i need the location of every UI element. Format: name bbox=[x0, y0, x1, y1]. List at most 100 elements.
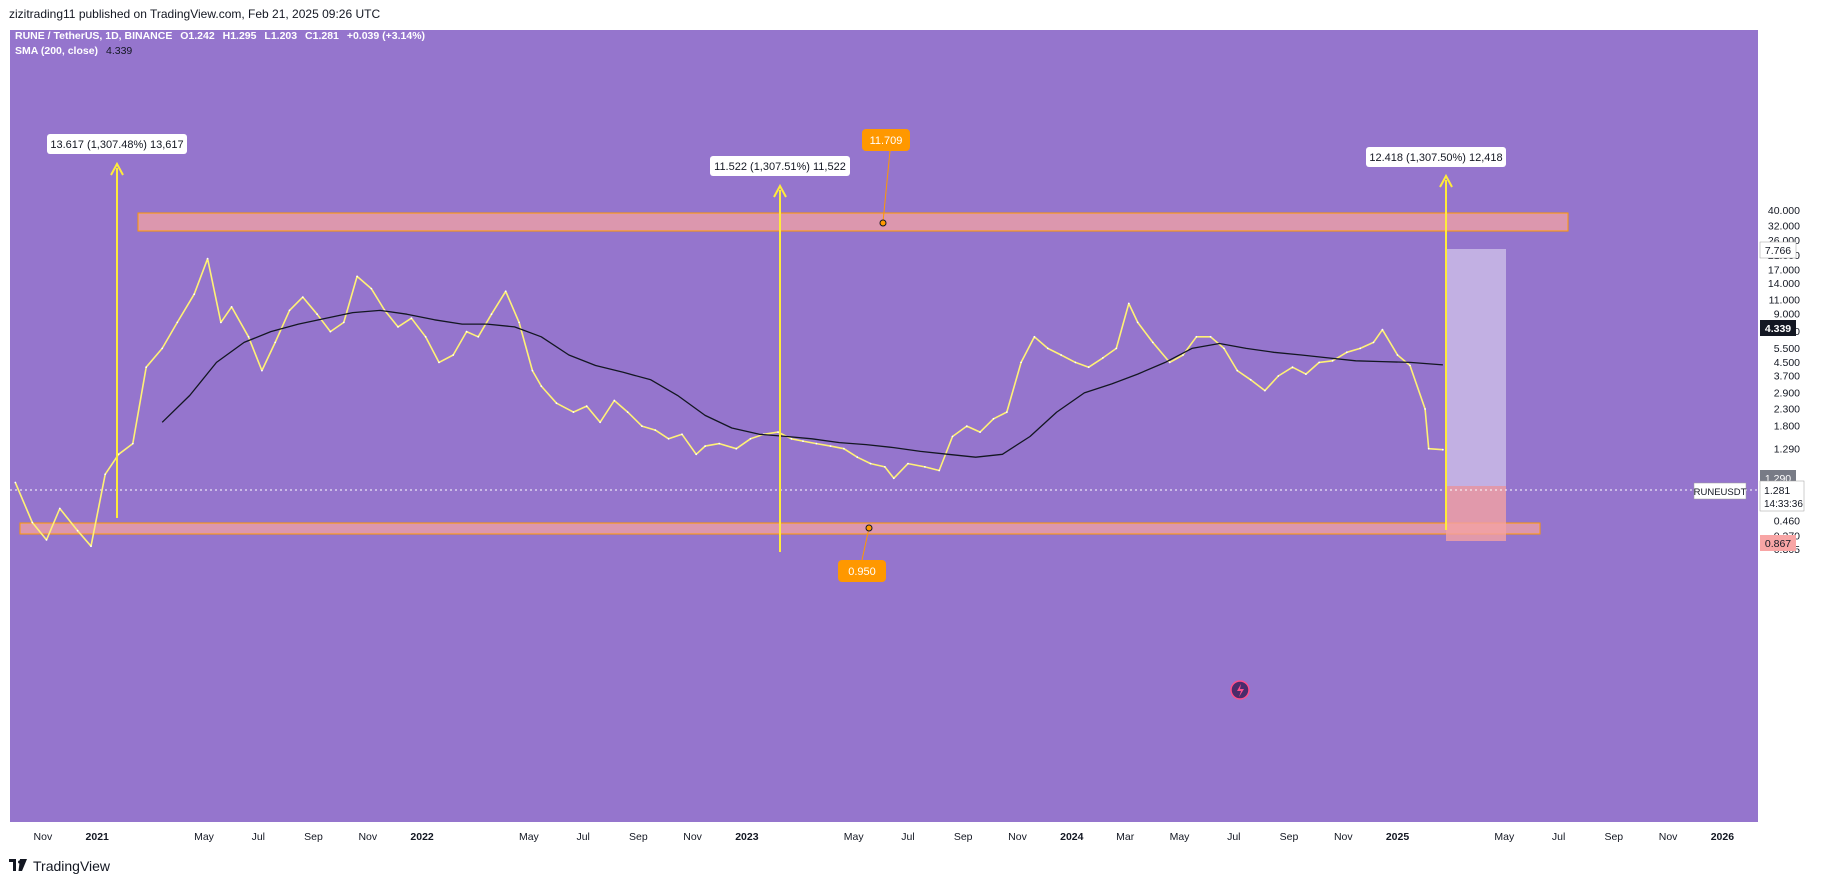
price-point bbox=[777, 431, 779, 433]
price-point bbox=[176, 321, 179, 324]
legend-open: O1.242 bbox=[180, 30, 215, 42]
price-point bbox=[613, 399, 616, 402]
sma-series-line[interactable] bbox=[161, 309, 1443, 458]
bottom-callout-anchor-dot bbox=[865, 524, 873, 532]
price-point bbox=[1127, 302, 1130, 305]
bottom-callout[interactable]: 0.950 bbox=[838, 524, 886, 582]
price-point bbox=[1372, 341, 1375, 344]
price-tick-label: 17.000 bbox=[1768, 265, 1800, 277]
position-target-box[interactable] bbox=[1446, 249, 1506, 486]
price-point bbox=[274, 341, 277, 344]
time-tick-label: Nov bbox=[683, 831, 702, 843]
price-point bbox=[718, 442, 721, 445]
price-point bbox=[220, 321, 222, 324]
price-tick-label: 0.460 bbox=[1774, 515, 1800, 527]
price-point bbox=[1195, 335, 1198, 338]
price-point bbox=[438, 361, 440, 364]
price-point bbox=[1060, 354, 1062, 356]
price-point bbox=[1136, 321, 1139, 324]
price-point bbox=[1074, 361, 1077, 364]
price-point bbox=[1396, 354, 1399, 356]
price-point bbox=[1331, 359, 1334, 362]
time-tick-label: Sep bbox=[304, 831, 323, 843]
top-callout-anchor-dot bbox=[879, 219, 887, 227]
price-point bbox=[924, 466, 926, 468]
price-point bbox=[342, 321, 345, 324]
price-point bbox=[161, 347, 164, 350]
publisher-bar: zizitrading11 published on TradingView.c… bbox=[0, 0, 1835, 30]
time-tick-label: 2026 bbox=[1711, 831, 1735, 843]
arrow-up-icon bbox=[1439, 173, 1453, 188]
price-point bbox=[555, 402, 558, 405]
price-tick-label: 3.700 bbox=[1774, 371, 1800, 383]
measure-label-2[interactable]: 11.522 (1,307.51%) 11,522 bbox=[710, 156, 850, 176]
time-scale-background[interactable] bbox=[10, 822, 1758, 850]
price-point bbox=[695, 453, 698, 456]
price-tick-label: 1.800 bbox=[1774, 421, 1800, 433]
price-point bbox=[230, 306, 233, 308]
chart-area[interactable]: 13.617 (1,307.48%) 13,617 11.522 (1,307.… bbox=[10, 30, 1825, 850]
price-point bbox=[1223, 347, 1225, 350]
measure-label-1[interactable]: 13.617 (1,307.48%) 13,617 bbox=[47, 134, 187, 154]
price-point bbox=[490, 313, 493, 316]
tradingview-logo-icon bbox=[9, 858, 27, 874]
time-tick-label: Nov bbox=[34, 831, 53, 843]
price-point bbox=[1249, 378, 1252, 381]
price-point bbox=[410, 317, 413, 320]
time-tick-label: Nov bbox=[358, 831, 377, 843]
price-point bbox=[424, 335, 427, 338]
chart-background bbox=[10, 30, 1825, 850]
price-tick-label: 11.000 bbox=[1769, 295, 1800, 307]
price-point bbox=[206, 257, 209, 260]
price-point bbox=[1345, 351, 1348, 354]
bottom-callout-box bbox=[838, 560, 886, 582]
arrow-up-icon bbox=[110, 161, 124, 176]
tradingview-logo[interactable]: TradingView bbox=[9, 858, 110, 874]
price-chart[interactable]: 13.617 (1,307.48%) 13,617 11.522 (1,307.… bbox=[10, 30, 1825, 850]
time-tick-label: May bbox=[519, 831, 540, 843]
price-point bbox=[117, 453, 120, 456]
time-scale[interactable]: Nov 2021 May Jul Sep Nov 2022 May Jul Sep Nov 2023 M… bbox=[34, 831, 1735, 843]
measure-arrow-2[interactable] bbox=[773, 183, 787, 552]
price-point bbox=[1427, 447, 1430, 450]
price-point bbox=[641, 425, 643, 427]
legend-close: C1.281 bbox=[305, 30, 339, 42]
price-point bbox=[316, 313, 318, 316]
measure-label-3-text: 12.418 (1,307.50%) 12,418 bbox=[1369, 152, 1502, 164]
top-callout[interactable]: 11.709 bbox=[862, 129, 910, 227]
price-point bbox=[654, 429, 657, 431]
target-price-text: 7.766 bbox=[1765, 245, 1791, 257]
price-point bbox=[626, 411, 629, 413]
price-series-line[interactable] bbox=[14, 257, 1443, 548]
price-point bbox=[329, 330, 332, 333]
measure-arrow-3[interactable] bbox=[1439, 173, 1453, 530]
price-point bbox=[856, 456, 859, 459]
price-point bbox=[1182, 354, 1184, 356]
price-tick-label: 14.000 bbox=[1768, 278, 1800, 290]
arrow-up-icon bbox=[773, 183, 787, 198]
measure-label-3[interactable]: 12.418 (1,307.50%) 12,418 bbox=[1366, 147, 1506, 167]
price-point bbox=[1305, 373, 1307, 375]
price-point bbox=[131, 442, 134, 445]
price-point bbox=[749, 437, 752, 440]
time-tick-label: Jul bbox=[1552, 831, 1565, 843]
price-point bbox=[1115, 347, 1118, 350]
price-point bbox=[465, 330, 468, 333]
price-point bbox=[14, 481, 17, 484]
time-tick-label: 2022 bbox=[410, 831, 434, 843]
price-point bbox=[76, 529, 79, 532]
target-price-label: 7.766 bbox=[1759, 241, 1797, 259]
events-button[interactable] bbox=[1230, 680, 1250, 700]
price-point bbox=[979, 431, 981, 433]
time-tick-label: 2025 bbox=[1386, 831, 1410, 843]
time-tick-label: Jul bbox=[901, 831, 914, 843]
price-point bbox=[802, 440, 804, 442]
stop-price-box bbox=[1760, 535, 1796, 551]
price-point bbox=[681, 433, 683, 436]
resistance-zone[interactable] bbox=[137, 212, 1569, 232]
price-point bbox=[1033, 335, 1036, 338]
price-point bbox=[370, 287, 373, 290]
position-stop-box[interactable] bbox=[1446, 486, 1506, 541]
measure-arrow-1[interactable] bbox=[110, 161, 124, 518]
price-scale-background[interactable] bbox=[1758, 30, 1825, 850]
